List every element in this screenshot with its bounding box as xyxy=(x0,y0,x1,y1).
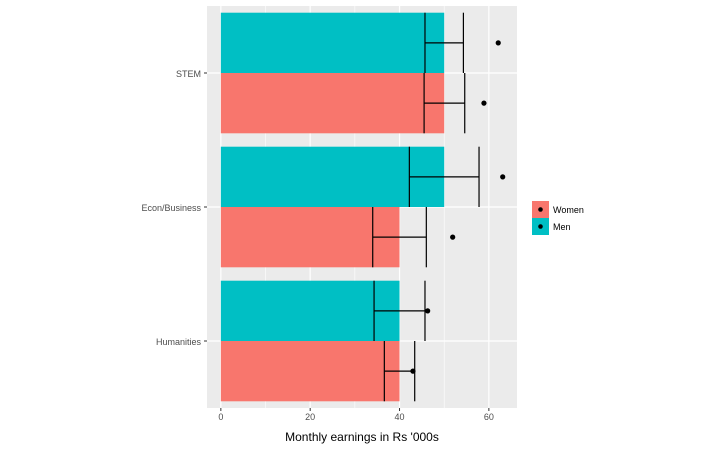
legend-point xyxy=(538,224,543,229)
data-point xyxy=(425,308,431,314)
data-point xyxy=(410,368,416,374)
x-axis-label: Monthly earnings in Rs '000s xyxy=(285,430,439,444)
bar-men xyxy=(220,12,445,73)
bar-women xyxy=(220,207,400,268)
x-tick-label: 0 xyxy=(218,412,223,422)
data-point xyxy=(500,174,506,180)
legend-label: Women xyxy=(553,205,584,215)
axes: STEM Econ/Business Humanities 0 20 40 60 xyxy=(141,69,493,422)
legend: Women Men xyxy=(532,201,584,235)
y-tick-label: STEM xyxy=(176,69,201,79)
data-point xyxy=(450,234,456,240)
bars xyxy=(220,12,445,402)
bar-women xyxy=(220,73,445,134)
x-tick-label: 60 xyxy=(484,412,494,422)
legend-point xyxy=(538,207,543,212)
bar-women xyxy=(220,341,400,402)
y-tick-label: Humanities xyxy=(156,337,202,347)
points xyxy=(410,40,506,374)
legend-label: Men xyxy=(553,222,571,232)
bar-men xyxy=(220,280,400,341)
y-tick-label: Econ/Business xyxy=(141,203,201,213)
data-point xyxy=(481,100,487,106)
x-tick-label: 20 xyxy=(305,412,315,422)
bar-men xyxy=(220,146,445,207)
x-tick-label: 40 xyxy=(395,412,405,422)
data-point xyxy=(495,40,501,46)
error-bars xyxy=(372,12,480,402)
